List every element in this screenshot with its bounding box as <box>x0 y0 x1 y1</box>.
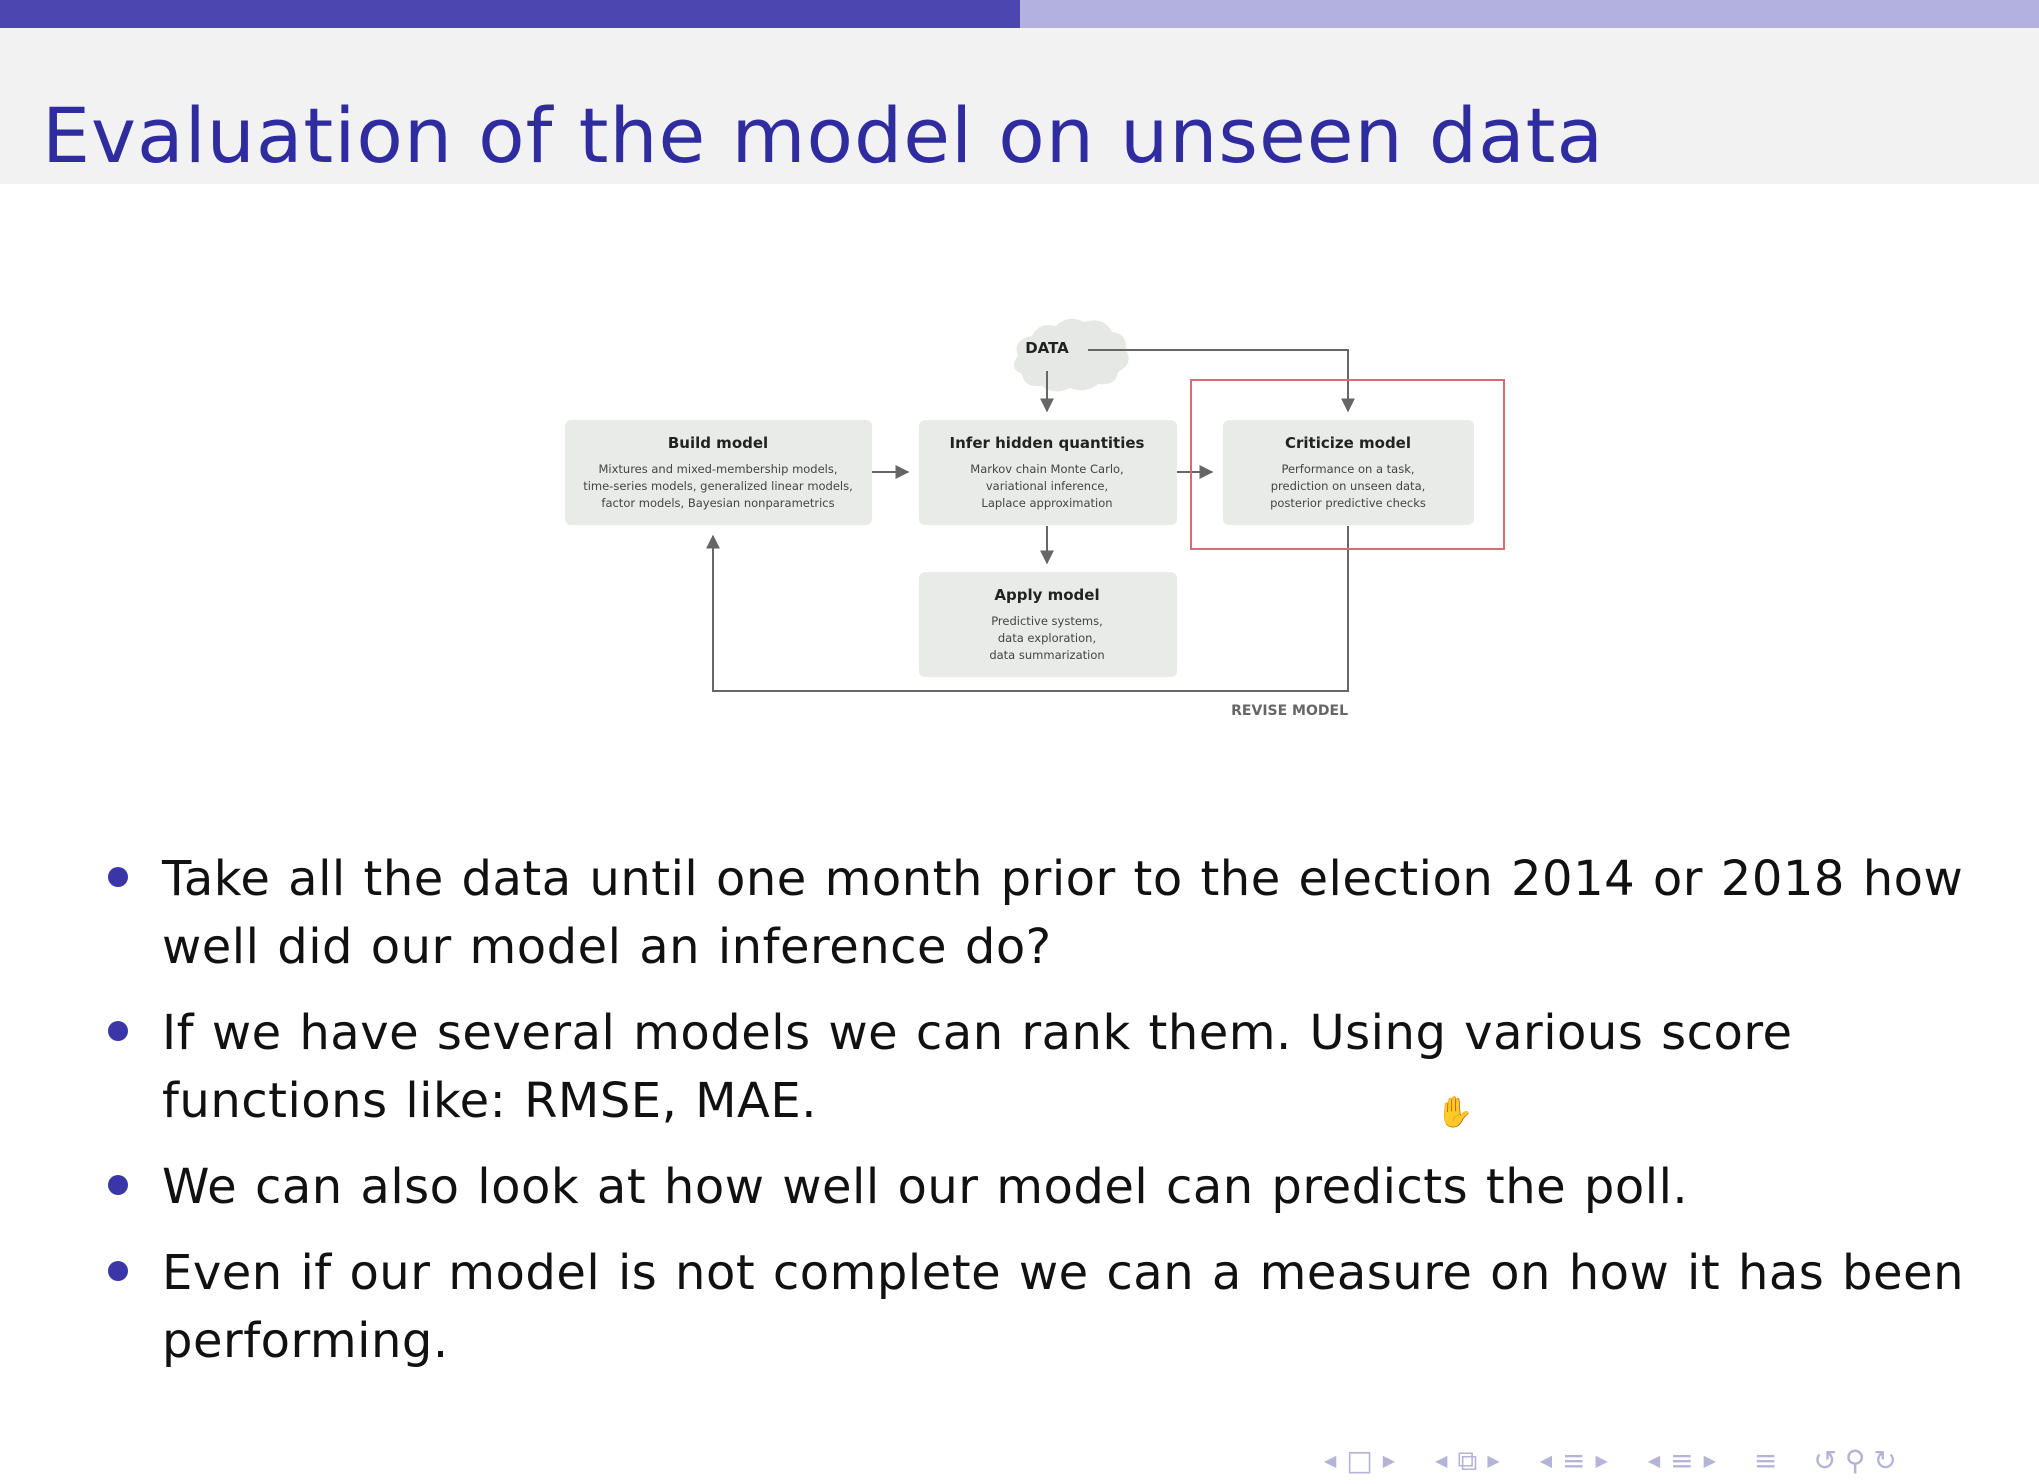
bullet-text: Even if our model is not complete we can… <box>162 1245 1964 1369</box>
bullet-item: We can also look at how well our model c… <box>100 1153 2010 1221</box>
box-line: variational inference, <box>986 479 1108 493</box>
nav-next-icon[interactable]: ▶ <box>1595 1451 1608 1470</box>
bullet-text: We can also look at how well our model c… <box>162 1159 1689 1215</box>
box-line: data summarization <box>989 648 1104 662</box>
frame-icon[interactable]: □ <box>1346 1444 1373 1477</box>
box-line: prediction on unseen data, <box>1271 479 1426 493</box>
slide-title: Evaluation of the model on unseen data <box>42 91 1605 180</box>
box-line: Performance on a task, <box>1281 462 1414 476</box>
box-line: data exploration, <box>998 631 1096 645</box>
box-line: time-series models, generalized linear m… <box>583 479 853 493</box>
beamer-navigation: ◀ □ ▶ ◀ ⧉ ▶ ◀ ≡ ▶ ◀ ≡ ▶ ≡ ↺ ⚲ ↻ <box>1318 1446 1901 1476</box>
subsection-icon[interactable]: ≡ <box>1670 1444 1694 1477</box>
box-line: Markov chain Monte Carlo, <box>970 462 1123 476</box>
nav-prev-icon[interactable]: ◀ <box>1324 1451 1337 1470</box>
bullet-list: Take all the data until one month prior … <box>100 845 2010 1393</box>
section-icon[interactable]: ≡ <box>1562 1444 1586 1477</box>
nav-prev-icon[interactable]: ◀ <box>1647 1451 1661 1470</box>
box-title: Infer hidden quantities <box>950 434 1145 452</box>
nav-next-icon[interactable]: ▶ <box>1382 1451 1396 1470</box>
nav-prev-icon[interactable]: ◀ <box>1539 1451 1553 1470</box>
bullet-dot <box>108 1021 128 1041</box>
bullet-dot <box>108 1175 128 1195</box>
data-cloud: DATA <box>1013 318 1129 392</box>
bullet-dot <box>108 867 128 887</box>
box-title: Criticize model <box>1285 434 1411 452</box>
bullet-text: Take all the data until one month prior … <box>162 851 1964 975</box>
box-line: factor models, Bayesian nonparametrics <box>601 496 834 510</box>
bullet-dot <box>108 1261 128 1281</box>
box-title: Apply model <box>994 586 1099 604</box>
bullet-item: Take all the data until one month prior … <box>100 845 2010 981</box>
nav-next-icon[interactable]: ▶ <box>1703 1451 1716 1470</box>
data-label: DATA <box>1025 339 1069 357</box>
box-line: Mixtures and mixed-membership models, <box>598 462 837 476</box>
arrow-revise-loop <box>706 526 1349 692</box>
apply-model-box: Apply model Predictive systems, data exp… <box>919 572 1177 677</box>
criticize-model-box: Criticize model Performance on a task, p… <box>1223 420 1474 525</box>
bullet-item: If we have several models we can rank th… <box>100 999 2010 1135</box>
progress-bar <box>0 0 2039 28</box>
arrow-data-to-criticize <box>1088 349 1355 413</box>
hand-pointer-icon: ✋ <box>1436 1095 1474 1130</box>
undo-icon[interactable]: ↺ <box>1813 1444 1837 1477</box>
build-model-box: Build model Mixtures and mixed-membershi… <box>565 420 872 525</box>
search-icon[interactable]: ⚲ <box>1844 1444 1866 1477</box>
title-bar: Evaluation of the model on unseen data <box>0 28 2039 184</box>
nav-prev-icon[interactable]: ◀ <box>1435 1451 1448 1470</box>
bullet-item: Even if our model is not complete we can… <box>100 1239 2010 1375</box>
frames-icon[interactable]: ⧉ <box>1457 1444 1478 1477</box>
box-line: Predictive systems, <box>991 614 1103 628</box>
bullet-text: If we have several models we can rank th… <box>162 1005 1793 1129</box>
toc-icon[interactable]: ≡ <box>1753 1444 1778 1477</box>
criticize-highlight <box>1190 379 1505 550</box>
box-title: Build model <box>668 434 768 452</box>
revise-model-label: REVISE MODEL <box>1231 703 1348 719</box>
box-line: posterior predictive checks <box>1270 496 1426 510</box>
progress-bar-fill <box>0 0 1020 28</box>
nav-next-icon[interactable]: ▶ <box>1487 1451 1500 1470</box>
infer-hidden-quantities-box: Infer hidden quantities Markov chain Mon… <box>919 420 1177 525</box>
box-line: Laplace approximation <box>981 496 1112 510</box>
redo-icon[interactable]: ↻ <box>1873 1444 1897 1477</box>
